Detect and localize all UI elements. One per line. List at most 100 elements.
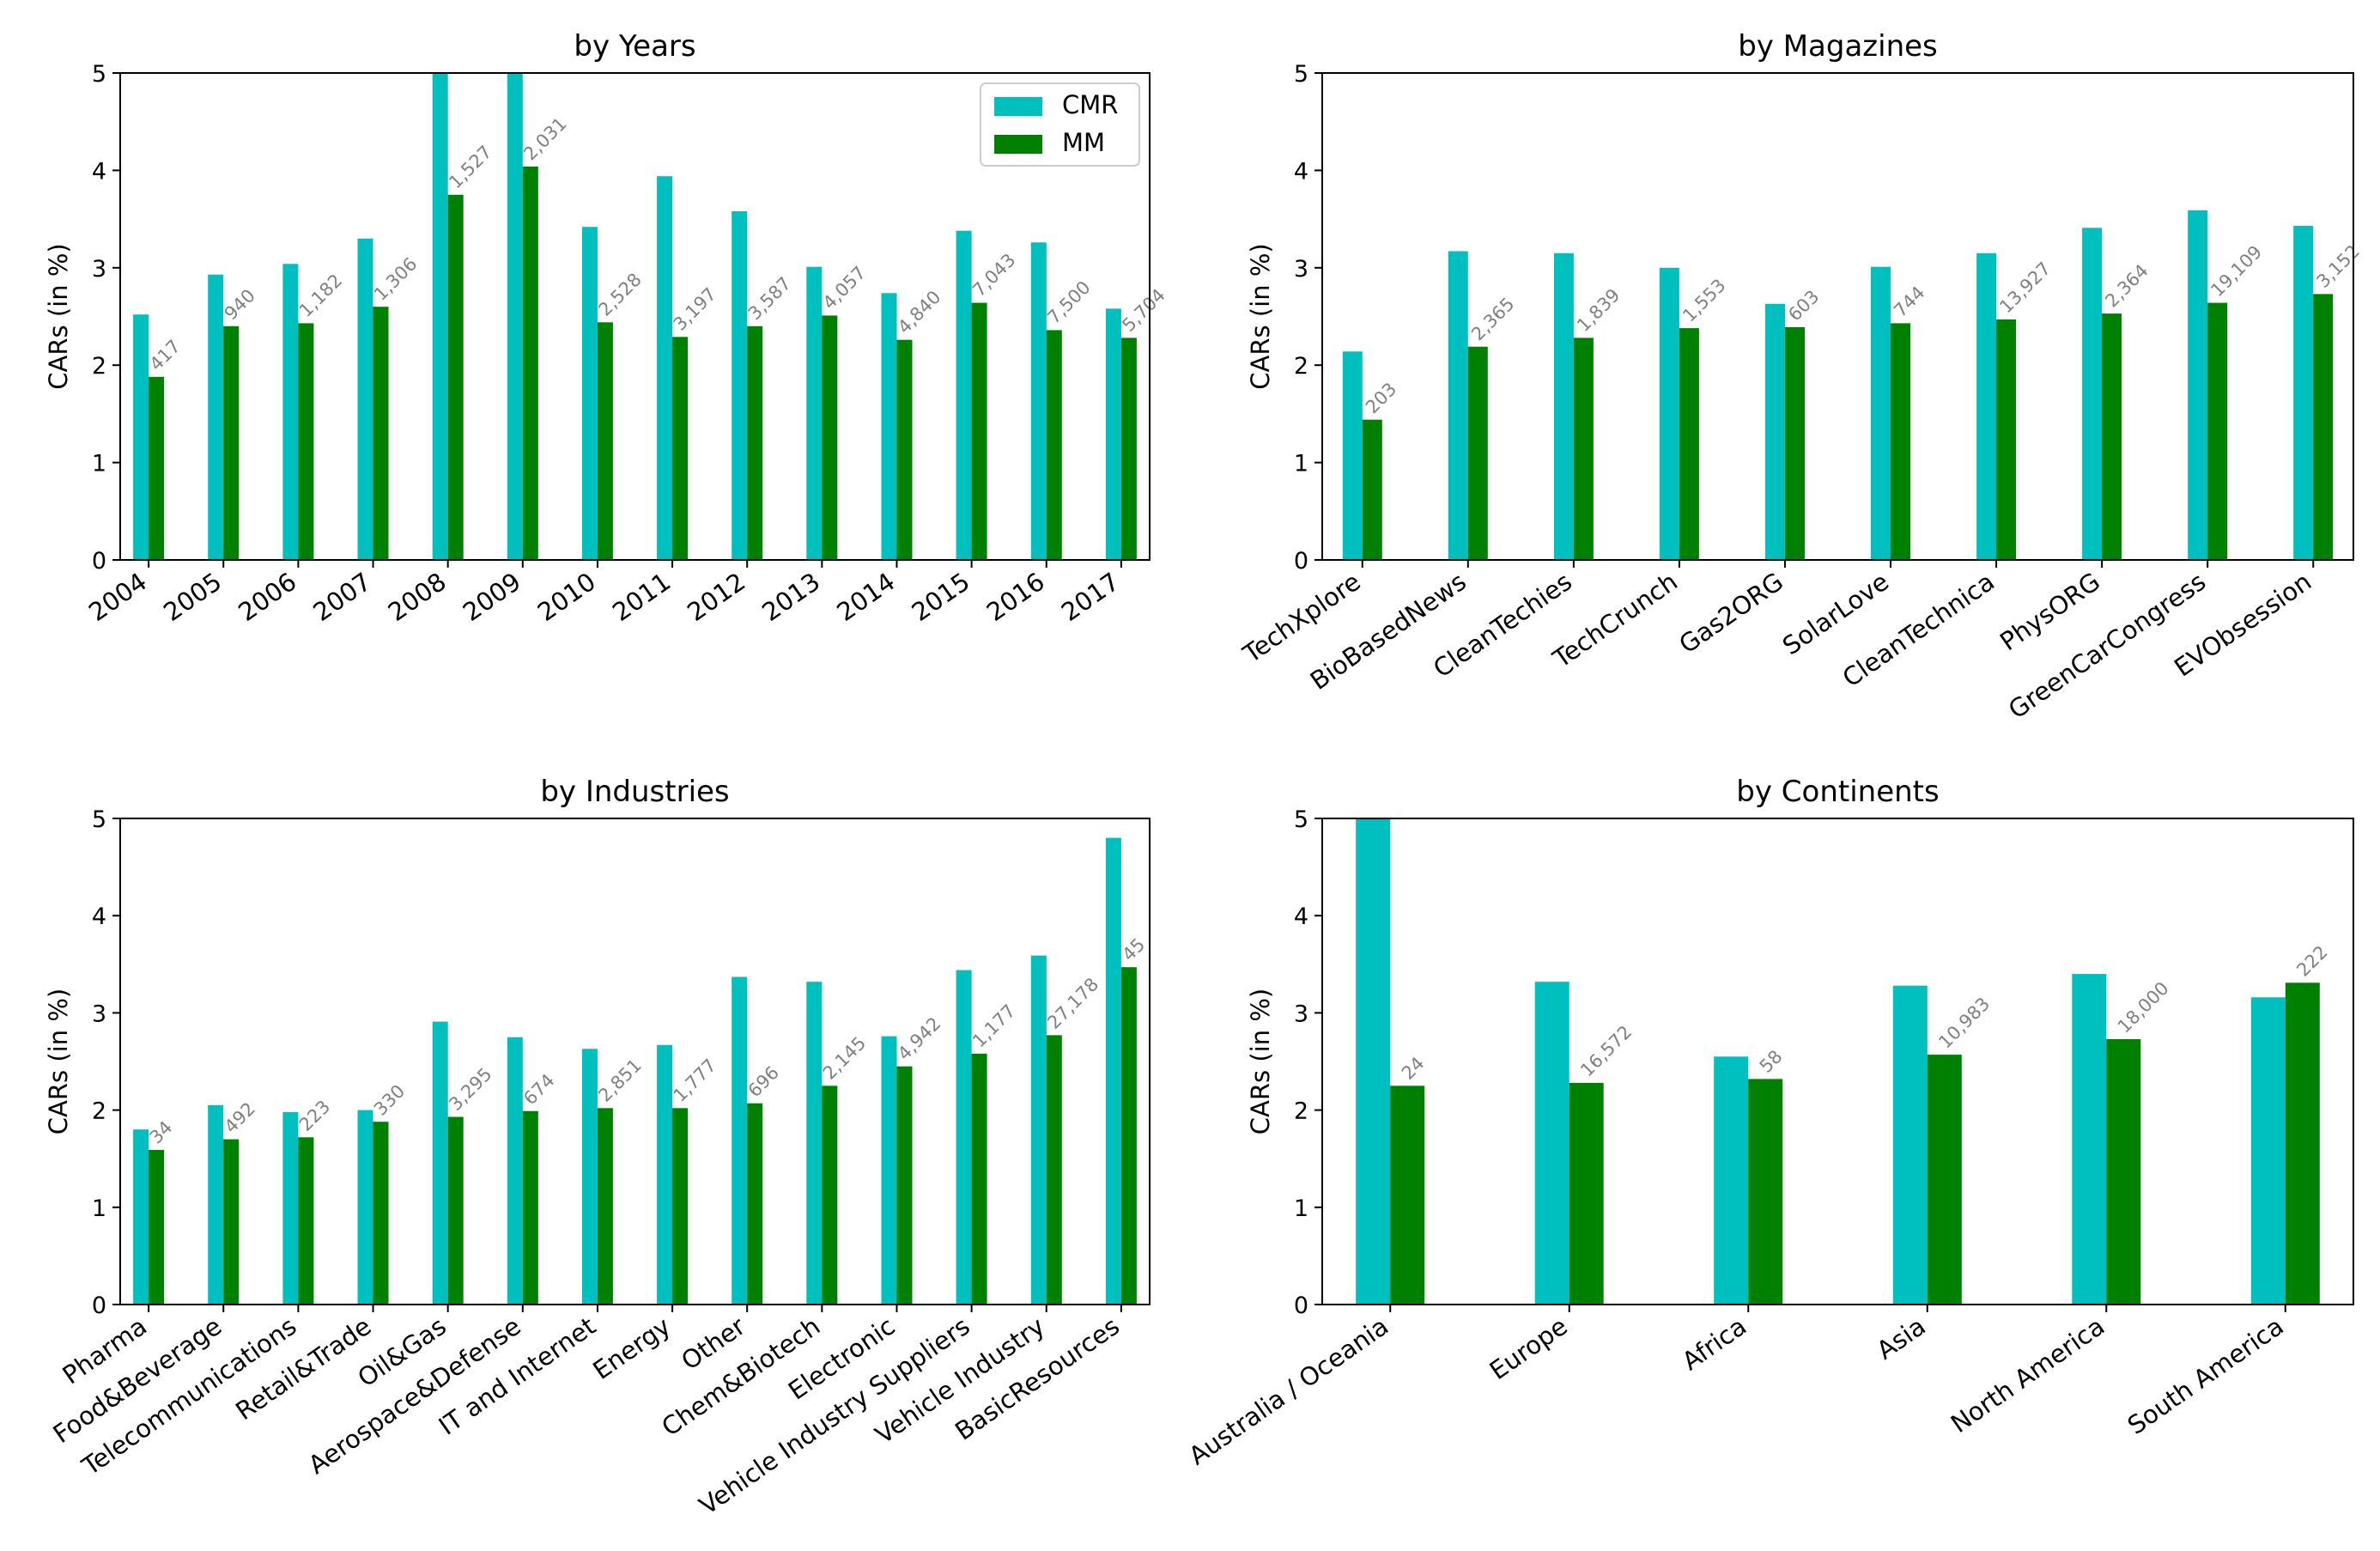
- bar-mm-11: [971, 302, 987, 560]
- bar-count-label-5: 744: [1890, 283, 1928, 321]
- chart-title: by Years: [574, 29, 695, 64]
- x-tick-label: South America: [2122, 1311, 2289, 1440]
- x-tick-label: 2009: [458, 567, 526, 627]
- bar-mm-9: [822, 315, 838, 560]
- y-tick-label: 2: [92, 1098, 106, 1125]
- x-tick-label: 2008: [383, 567, 452, 627]
- bar-mm-4: [2106, 1039, 2141, 1305]
- bar-mm-7: [2102, 313, 2122, 560]
- bar-count-label-3: 1,553: [1679, 275, 1729, 325]
- bar-mm-5: [522, 1110, 538, 1305]
- bar-cmr-1: [1534, 982, 1569, 1305]
- bar-mm-0: [149, 1150, 165, 1305]
- bar-cmr-7: [657, 176, 673, 560]
- y-tick-label: 5: [92, 61, 106, 88]
- x-tick-label: 2012: [682, 567, 750, 627]
- bar-cmr-13: [1105, 308, 1121, 560]
- bar-mm-3: [373, 307, 389, 560]
- bar-count-label-0: 203: [1362, 379, 1400, 417]
- bar-mm-1: [1467, 346, 1488, 560]
- y-axis-label: CARs (in %): [44, 988, 73, 1134]
- bar-mm-4: [447, 194, 464, 561]
- y-tick-label: 0: [92, 548, 106, 575]
- bar-count-label-3: 1,306: [370, 253, 421, 304]
- y-tick-label: 5: [92, 806, 106, 833]
- bar-count-label-13: 45: [1118, 934, 1149, 965]
- bar-count-label-3: 10,983: [1934, 994, 1994, 1053]
- bar-count-label-8: 3,587: [744, 273, 795, 324]
- y-axis-label: CARs (in %): [1246, 988, 1275, 1134]
- legend-label-mm: MM: [1062, 128, 1105, 157]
- x-tick-label: GreenCarCongress: [2003, 567, 2211, 725]
- x-tick-label: 2005: [158, 567, 227, 627]
- bar-mm-3: [1679, 328, 1699, 560]
- bar-count-label-5: 2,031: [519, 113, 570, 164]
- y-tick-label: 5: [1294, 806, 1308, 833]
- y-tick-label: 1: [1294, 1195, 1308, 1222]
- bar-count-label-6: 2,851: [594, 1055, 645, 1105]
- bar-mm-8: [747, 1103, 763, 1305]
- x-tick-label: Asia: [1872, 1311, 1931, 1365]
- bar-mm-2: [1573, 338, 1594, 560]
- bar-cmr-1: [208, 1104, 224, 1305]
- bar-cmr-1: [208, 274, 224, 560]
- bar-count-label-11: 7,043: [968, 250, 1019, 301]
- x-tick-label: 2004: [83, 567, 152, 627]
- bar-cmr-11: [956, 230, 972, 560]
- legend-swatch-cmr: [994, 97, 1042, 116]
- bar-cmr-5: [1871, 266, 1891, 560]
- y-tick-label: 4: [92, 903, 106, 930]
- x-tick-label: 2017: [1056, 567, 1125, 627]
- bar-cmr-8: [732, 211, 748, 560]
- bar-cmr-6: [581, 1049, 598, 1305]
- bar-count-label-7: 3,197: [670, 283, 720, 334]
- bar-count-label-1: 940: [221, 285, 259, 324]
- bar-cmr-3: [357, 1110, 373, 1305]
- bar-mm-1: [1569, 1082, 1604, 1305]
- bar-cmr-0: [1356, 818, 1391, 1305]
- bar-cmr-3: [1659, 267, 1679, 560]
- bar-mm-2: [298, 1137, 314, 1305]
- bar-mm-1: [223, 1139, 240, 1305]
- bar-count-label-3: 330: [370, 1080, 409, 1119]
- bar-cmr-1: [1448, 251, 1468, 560]
- y-tick-label: 3: [1294, 256, 1308, 283]
- y-tick-label: 3: [92, 1001, 106, 1027]
- bar-cmr-8: [732, 976, 748, 1305]
- bar-count-label-6: 13,927: [1995, 258, 2055, 318]
- bar-cmr-6: [1976, 252, 1997, 560]
- bar-mm-13: [1120, 967, 1137, 1305]
- bar-count-label-0: 24: [1398, 1053, 1429, 1084]
- bar-cmr-0: [1342, 351, 1363, 560]
- bar-count-label-10: 4,942: [894, 1013, 944, 1064]
- bar-cmr-2: [1714, 1056, 1749, 1305]
- bar-mm-4: [1785, 327, 1805, 560]
- bar-cmr-9: [806, 982, 823, 1305]
- bar-count-label-2: 223: [295, 1097, 334, 1135]
- bar-count-label-9: 4,057: [819, 262, 870, 313]
- bar-count-label-12: 27,178: [1043, 974, 1102, 1033]
- bar-mm-5: [522, 166, 538, 560]
- bar-mm-8: [2207, 302, 2228, 560]
- bar-mm-6: [597, 322, 613, 560]
- bar-count-label-2: 1,182: [295, 270, 346, 320]
- bar-count-label-1: 16,572: [1576, 1022, 1636, 1081]
- legend-swatch-mm: [994, 135, 1042, 154]
- bar-count-label-8: 19,109: [2207, 241, 2266, 301]
- y-tick-label: 0: [1294, 548, 1308, 575]
- bar-mm-10: [896, 1066, 913, 1305]
- bar-mm-2: [1748, 1079, 1783, 1305]
- chart-title: by Magazines: [1738, 29, 1938, 64]
- bar-count-label-8: 696: [744, 1062, 783, 1101]
- y-tick-label: 4: [1294, 158, 1308, 185]
- y-tick-label: 2: [1294, 353, 1308, 380]
- x-tick-label: 2006: [233, 567, 301, 627]
- bar-mm-5: [2285, 982, 2320, 1305]
- bar-cmr-2: [282, 264, 299, 560]
- y-tick-label: 0: [92, 1292, 106, 1319]
- bar-mm-10: [896, 339, 913, 560]
- bar-count-label-13: 5,704: [1118, 284, 1169, 335]
- bar-count-label-4: 3,295: [445, 1064, 495, 1115]
- plot-frame: [119, 72, 1151, 561]
